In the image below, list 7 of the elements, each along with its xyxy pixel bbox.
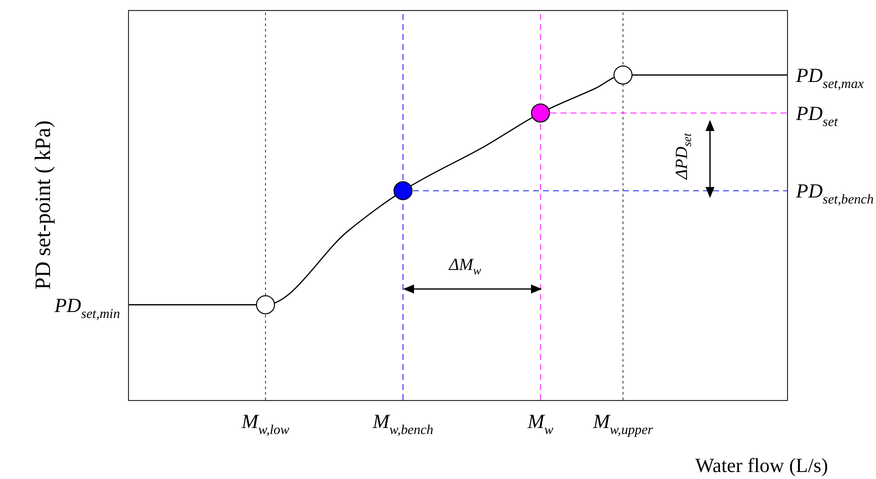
point xyxy=(256,295,275,314)
point xyxy=(531,104,550,123)
annotation: ΔM$_{w}$ xyxy=(449,255,482,278)
point xyxy=(614,66,632,84)
y-axis-title: PD set-point ( kPa) xyxy=(30,120,55,290)
x-axis-title: Water flow (L/s) xyxy=(695,455,828,477)
point xyxy=(394,181,412,200)
